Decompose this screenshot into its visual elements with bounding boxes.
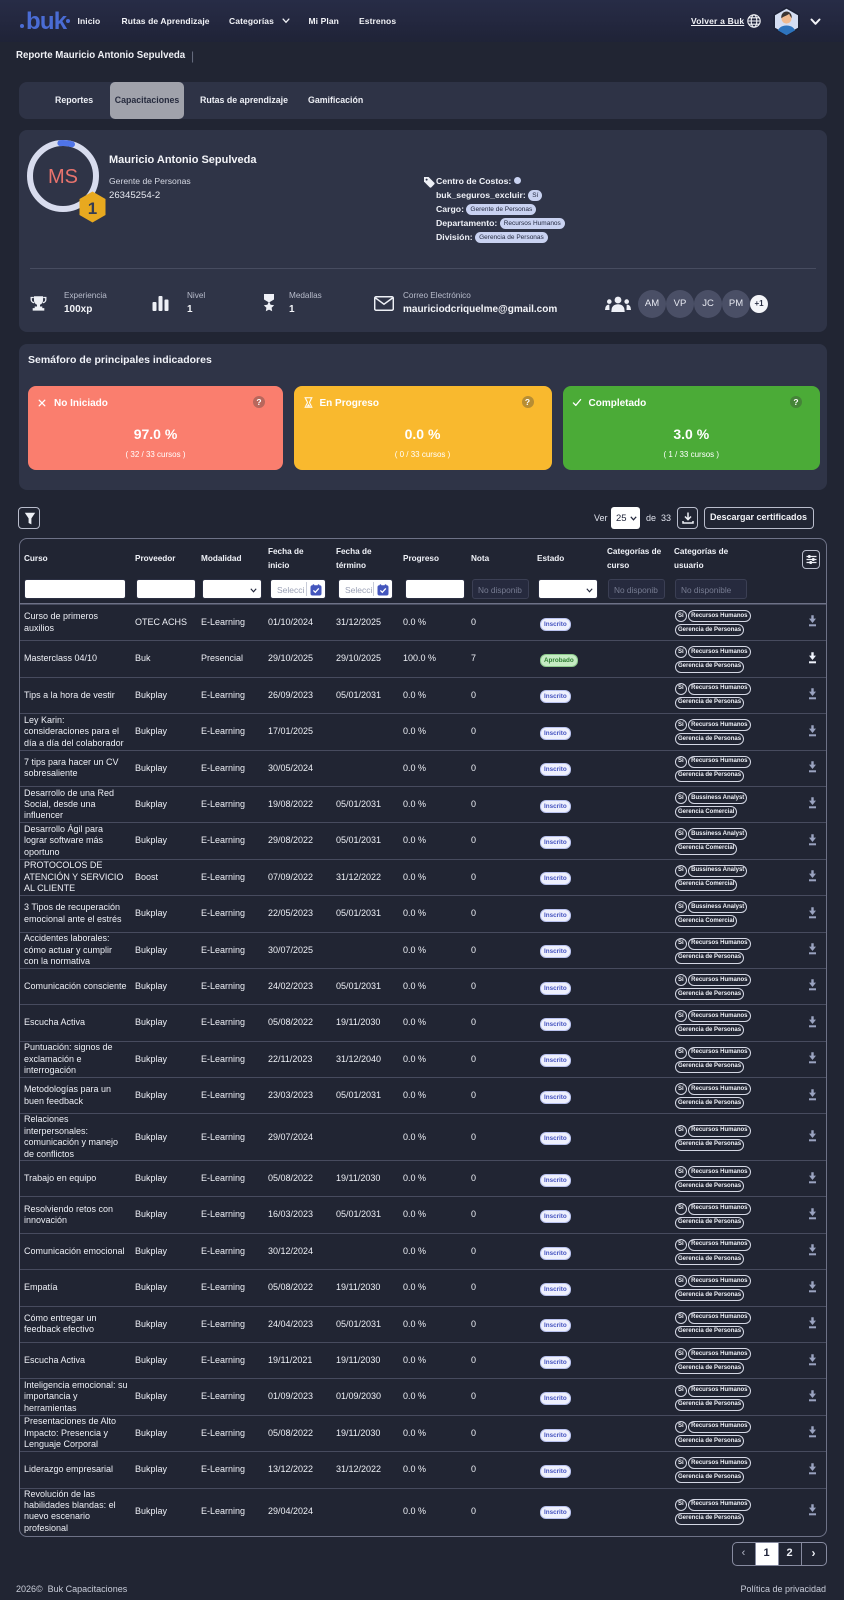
svg-text:MS: MS [48,166,78,188]
svg-text:1: 1 [88,199,97,218]
